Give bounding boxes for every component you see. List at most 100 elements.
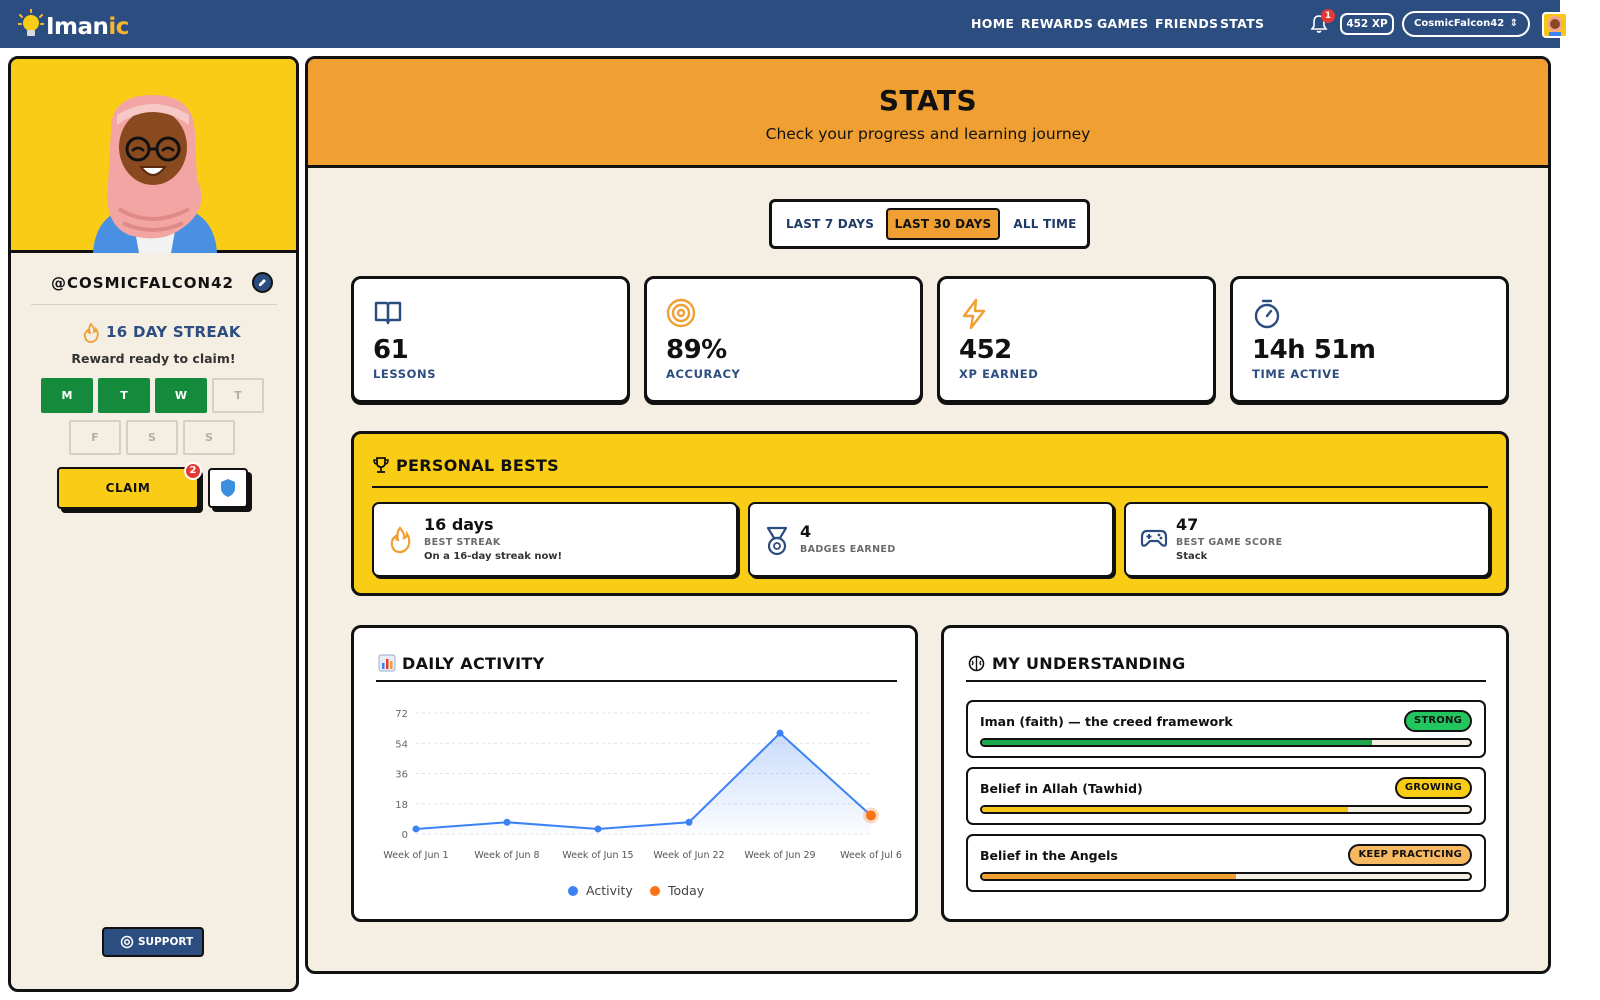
tab-all-time[interactable]: ALL TIME [1013,217,1077,231]
stat-card-accuracy: 89% ACCURACY [644,276,923,403]
profile-sidebar: @COSMICFALCON42 16 DAY STREAK Reward rea… [8,56,299,992]
nav-stats[interactable]: STATS [1220,16,1265,31]
legend-label: Activity [586,883,633,898]
lightning-icon [962,298,986,330]
brand-name: Imanic [46,14,129,40]
y-tick-label: 18 [395,800,408,811]
personal-bests-title: PERSONAL BESTS [396,456,559,475]
progress-track [980,738,1472,747]
nav-home[interactable]: HOME [971,16,1015,31]
my-understanding-panel: MY UNDERSTANDING Iman (faith) — the cree… [941,625,1509,922]
streak-day-wed: W [155,378,207,413]
time-range-tabs: LAST 7 DAYS LAST 30 DAYS ALL TIME [769,199,1090,249]
page-header: STATS Check your progress and learning j… [308,59,1548,168]
stat-value: 14h 51m [1252,335,1376,365]
my-understanding-title: MY UNDERSTANDING [992,654,1186,673]
streak-day-tue: T [98,378,150,413]
streak-day-sun: S [183,420,235,455]
best-subtext: Stack [1176,551,1208,562]
legend-item-activity: Activity [568,883,633,898]
activity-area [416,733,871,834]
understanding-row-iman[interactable]: Iman (faith) — the creed framework STRON… [966,700,1486,758]
activity-line-chart: 0 18 36 54 72 Week of Jun 1 Week of Jun 8 Week … [383,709,902,861]
best-subtext: On a 16-day streak now! [424,551,563,562]
brand-logo[interactable]: Imanic [16,5,136,43]
legend-dot [568,886,578,896]
streak-day-fri: F [69,420,121,455]
claim-button[interactable]: CLAIM [57,467,199,509]
claim-count-badge: 2 [184,462,202,480]
activity-point [594,825,602,833]
streak-freeze-button[interactable] [208,468,248,508]
x-tick-label: Week of Jun 22 [653,850,724,861]
best-value: 4 [800,522,812,541]
stat-value: 452 [959,335,1012,365]
x-tick-label: Week of Jun 8 [474,850,539,861]
best-label: BEST GAME SCORE [1176,537,1283,548]
edit-profile-button[interactable] [252,272,273,293]
x-tick-label: Week of Jun 15 [562,850,633,861]
streak-day-mon: M [41,378,93,413]
understanding-row-tawhid[interactable]: Belief in Allah (Tawhid) GROWING [966,767,1486,825]
activity-point [412,825,420,833]
topic-name: Belief in the Angels [980,848,1118,863]
divider [376,680,897,682]
support-button[interactable]: SUPPORT [102,927,204,957]
page-title: STATS [878,84,978,117]
pencil-icon [259,279,266,286]
progress-fill [982,874,1236,879]
best-value: 47 [1176,515,1199,534]
understanding-row-angels[interactable]: Belief in the Angels KEEP PRACTICING [966,834,1486,892]
tab-last-7-days[interactable]: LAST 7 DAYS [785,217,875,231]
x-tick-label: Week of Jul 6 [840,850,902,861]
avatar-hero [11,59,296,253]
stopwatch-icon [1254,299,1280,329]
tab-last-30-days[interactable]: LAST 30 DAYS [886,208,1000,240]
avatar[interactable] [1542,12,1568,38]
streak-day-sat: S [126,420,178,455]
best-label: BEST STREAK [424,537,501,548]
streak-subtitle: Reward ready to claim! [71,351,236,366]
nav-friends[interactable]: FRIENDS [1155,16,1219,31]
status-badge: GROWING [1394,777,1472,799]
progress-track [980,872,1472,881]
nav-games[interactable]: GAMES [1097,16,1149,31]
flame-icon [390,526,411,554]
nav-rewards[interactable]: REWARDS [1021,16,1094,31]
best-game-score-card: 47 BEST GAME SCORE Stack [1124,502,1490,577]
medal-icon [766,526,788,556]
stat-card-xp: 452 XP EARNED [937,276,1216,403]
stat-label: LESSONS [373,367,437,381]
x-tick-label: Week of Jun 1 [383,850,448,861]
profile-handle: @COSMICFALCON42 [51,274,234,292]
gamepad-icon [1140,529,1168,547]
streak-count: 16 DAY STREAK [106,323,241,341]
activity-point [503,818,511,826]
shield-icon [221,479,235,497]
status-badge: STRONG [1403,710,1472,732]
user-dropdown[interactable]: CosmicFalcon42 ⇕ [1402,11,1530,37]
best-value: 16 days [424,515,494,534]
personal-bests-panel: PERSONAL BESTS 16 days BEST STREAK On a … [351,431,1509,596]
y-tick-label: 0 [402,830,408,841]
lifebuoy-icon [120,935,134,949]
brain-icon [968,655,985,672]
user-dropdown-label: CosmicFalcon42 [1414,18,1505,29]
legend-dot [650,886,660,896]
progress-fill [982,807,1348,812]
y-tick-label: 72 [395,709,408,720]
topic-name: Belief in Allah (Tawhid) [980,781,1143,796]
y-tick-label: 54 [395,739,408,750]
streak-day-thu: T [212,378,264,413]
daily-activity-title: DAILY ACTIVITY [402,654,545,673]
notification-badge: 1 [1321,9,1335,23]
stat-value: 89% [666,335,727,365]
legend-item-today: Today [650,883,704,898]
book-icon [374,301,402,325]
stat-label: ACCURACY [666,367,741,381]
stat-label: TIME ACTIVE [1252,367,1341,381]
trophy-icon [373,457,389,473]
page-subtitle: Check your progress and learning journey [765,125,1091,143]
today-point [866,810,876,821]
progress-track [980,805,1472,814]
